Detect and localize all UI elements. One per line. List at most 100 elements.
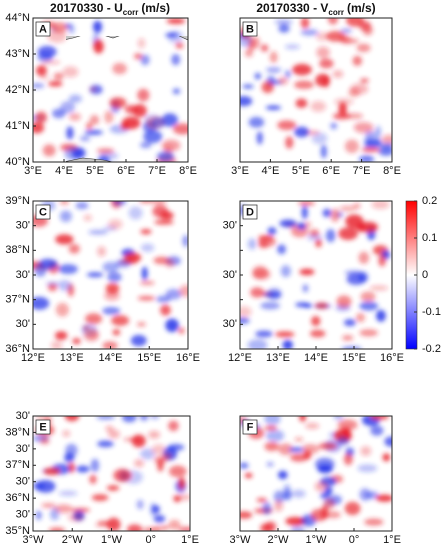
anomaly-blob	[277, 76, 289, 85]
x-tick-label: 15°E	[342, 352, 366, 364]
anomaly-field	[240, 201, 391, 349]
anomaly-blob	[67, 513, 85, 522]
anomaly-blob	[260, 301, 281, 310]
anomaly-blob	[244, 49, 254, 57]
anomaly-blob	[266, 462, 274, 467]
anomaly-blob	[35, 111, 48, 124]
anomaly-blob	[315, 31, 329, 42]
anomaly-blob	[160, 304, 171, 316]
anomaly-blob	[154, 219, 174, 225]
anomaly-blob	[364, 518, 384, 526]
anomaly-blob	[330, 122, 338, 130]
anomaly-blob	[164, 258, 175, 268]
panel-label: F	[247, 421, 254, 433]
map-panel: E 3°W 2°W 1°W 0° 1°E 30' 38°N 30' 37°N 30' 36°N 30' 3…	[5, 410, 199, 546]
anomaly-blob	[269, 51, 278, 64]
anomaly-blob	[319, 58, 334, 69]
anomaly-blob	[55, 302, 69, 317]
anomaly-blob	[58, 264, 78, 275]
y-tick-label: 30'	[16, 220, 30, 232]
anomaly-blob	[62, 430, 71, 438]
anomaly-blob	[93, 39, 104, 54]
anomaly-blob	[85, 122, 93, 130]
anomaly-blob	[151, 444, 166, 455]
anomaly-blob	[300, 18, 310, 29]
maps: A 3°E 4°E 5°E 6°E 7°E 8°E 44°N 43°N 42°N 41°N 40°N B…	[5, 12, 404, 546]
anomaly-blob	[320, 144, 327, 159]
anomaly-blob	[102, 261, 119, 273]
anomaly-blob	[36, 65, 47, 76]
anomaly-blob	[359, 329, 378, 337]
x-tick-label: 6°E	[322, 165, 340, 177]
anomaly-blob	[323, 498, 335, 510]
anomaly-blob	[325, 228, 336, 243]
anomaly-blob	[294, 80, 314, 90]
anomaly-blob	[324, 486, 333, 495]
anomaly-blob	[51, 22, 68, 33]
anomaly-blob	[156, 295, 171, 303]
anomaly-blob	[54, 504, 73, 514]
y-tick-label: 38°N	[5, 426, 30, 438]
anomaly-blob	[165, 318, 179, 333]
title-text: 20170330 - U	[50, 1, 123, 15]
anomaly-blob	[53, 72, 64, 81]
panel-label-box	[35, 419, 51, 435]
anomaly-blob	[178, 477, 186, 490]
x-tick-label: 3°W	[23, 534, 45, 546]
panel-label: D	[246, 206, 254, 218]
y-tick-label: 30'	[16, 508, 30, 520]
anomaly-blob	[306, 234, 323, 241]
anomaly-blob	[240, 33, 252, 48]
anomaly-blob	[121, 416, 137, 423]
anomaly-blob	[140, 141, 152, 149]
anomaly-blob	[353, 122, 374, 133]
anomaly-blob	[332, 112, 351, 120]
anomaly-blob	[156, 151, 175, 162]
x-tick-label: 15°E	[137, 352, 161, 364]
x-tick-label: 12°E	[228, 352, 252, 364]
anomaly-blob	[282, 339, 293, 349]
anomaly-blob	[150, 201, 167, 206]
anomaly-blob	[315, 73, 330, 87]
anomaly-blob	[337, 419, 358, 431]
anomaly-blob	[105, 425, 114, 432]
x-tick-label: 6°E	[117, 165, 135, 177]
anomaly-blob	[167, 30, 184, 44]
x-tick-label: 16°E	[380, 352, 404, 364]
anomaly-blob	[162, 525, 170, 530]
anomaly-blob	[91, 494, 109, 502]
anomaly-field	[33, 416, 190, 531]
anomaly-blob	[133, 53, 143, 60]
anomaly-blob	[172, 88, 181, 95]
panel-label: C	[39, 206, 47, 218]
anomaly-blob	[278, 24, 290, 33]
anomaly-blob	[290, 453, 308, 462]
y-tick-label: 36°N	[5, 492, 30, 504]
panel-label-box	[35, 21, 51, 37]
title-unit: (m/s)	[141, 1, 170, 15]
anomaly-blob	[137, 38, 146, 49]
anomaly-blob	[35, 510, 42, 521]
anomaly-blob	[359, 488, 371, 501]
anomaly-blob	[97, 440, 114, 448]
colorbar-tick-label: 0.1	[422, 232, 437, 244]
anomaly-blob	[83, 214, 92, 222]
anomaly-blob	[151, 117, 165, 129]
anomaly-blob	[374, 125, 382, 140]
x-tick-label: 14°E	[304, 352, 328, 364]
anomaly-blob	[98, 152, 119, 160]
anomaly-blob	[359, 78, 369, 83]
anomaly-blob	[267, 288, 282, 301]
y-tick-label: 42°N	[5, 84, 30, 96]
anomaly-blob	[310, 101, 327, 112]
anomaly-blob	[64, 452, 75, 463]
anomaly-blob	[315, 302, 329, 310]
anomaly-blob	[353, 203, 361, 209]
anomaly-blob	[120, 122, 129, 130]
anomaly-blob	[344, 501, 361, 516]
anomaly-blob	[141, 266, 148, 281]
anomaly-blob	[309, 329, 326, 338]
anomaly-blob	[55, 234, 74, 245]
anomaly-blob	[68, 112, 81, 121]
